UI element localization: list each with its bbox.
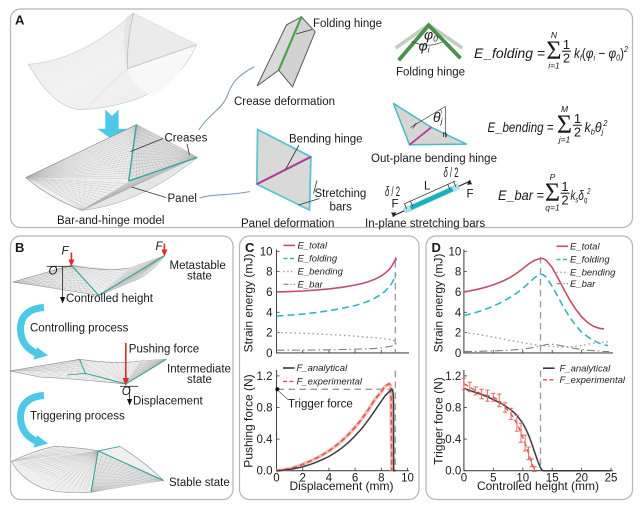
svg-text:Strain energy (mJ): Strain energy (mJ) <box>242 254 256 353</box>
svg-text:kf(φi − φ0)2: kf(φi − φ0)2 <box>574 44 628 63</box>
svg-text:8: 8 <box>266 267 272 279</box>
svg-text:E_total: E_total <box>570 242 600 253</box>
svg-text:F_analytical: F_analytical <box>297 363 349 374</box>
svg-text:0: 0 <box>273 472 279 484</box>
svg-text:0.4: 0.4 <box>445 434 462 446</box>
svg-text:Controlled height (mm): Controlled height (mm) <box>477 479 599 493</box>
svg-text:10: 10 <box>401 472 414 484</box>
svg-text:0.0: 0.0 <box>445 466 461 478</box>
svg-text:2: 2 <box>266 328 272 340</box>
svg-text:0: 0 <box>266 348 272 360</box>
svg-text:0.8: 0.8 <box>257 403 273 415</box>
svg-text:M: M <box>561 104 569 114</box>
svg-text:Pushing force (N): Pushing force (N) <box>242 374 256 467</box>
svg-text:F: F <box>156 241 164 253</box>
svg-text:Stretching: Stretching <box>315 188 367 200</box>
svg-text:6: 6 <box>455 287 461 299</box>
svg-text:D: D <box>432 240 441 255</box>
svg-text:Bending hinge: Bending hinge <box>289 134 363 146</box>
svg-text:Bar-and-hinge model: Bar-and-hinge model <box>57 215 164 227</box>
svg-text:Trigger force (N): Trigger force (N) <box>432 377 446 465</box>
svg-text:Triggering process: Triggering process <box>30 411 125 423</box>
svg-text:4: 4 <box>455 307 462 319</box>
svg-text:Folding hinge: Folding hinge <box>313 18 382 30</box>
svg-text:E_folding =: E_folding = <box>474 45 545 61</box>
svg-text:Displacement: Displacement <box>133 396 203 408</box>
svg-text:E_bar: E_bar <box>570 279 596 290</box>
svg-text:Displacement (mm): Displacement (mm) <box>289 479 393 493</box>
svg-text:10: 10 <box>449 246 462 258</box>
svg-text:F: F <box>392 199 399 211</box>
svg-text:8: 8 <box>455 267 461 279</box>
svg-text:j=1: j=1 <box>558 135 571 145</box>
svg-text:E_folding: E_folding <box>298 254 338 265</box>
svg-text:Strain energy (mJ): Strain energy (mJ) <box>432 254 446 353</box>
svg-text:E_bending: E_bending <box>570 268 616 279</box>
svg-text:2: 2 <box>561 193 568 208</box>
svg-text:F: F <box>62 246 70 258</box>
svg-text:Trigger force: Trigger force <box>288 399 353 411</box>
svg-text:2: 2 <box>574 125 581 140</box>
svg-text:4: 4 <box>266 307 273 319</box>
svg-text:Folding hinge: Folding hinge <box>396 67 465 79</box>
svg-text:1.2: 1.2 <box>257 371 273 383</box>
svg-text:Panel deformation: Panel deformation <box>241 218 334 230</box>
svg-text:Crease deformation: Crease deformation <box>234 96 335 108</box>
svg-text:0.4: 0.4 <box>257 434 274 446</box>
svg-text:2: 2 <box>563 51 570 66</box>
svg-text:state: state <box>187 271 212 283</box>
svg-text:E_bending =: E_bending = <box>488 119 554 135</box>
svg-text:B: B <box>15 240 24 255</box>
svg-text:F: F <box>467 189 474 201</box>
svg-text:E_bar: E_bar <box>298 280 324 291</box>
svg-text:In-plane stretching bars: In-plane stretching bars <box>365 218 485 230</box>
svg-text:0.0: 0.0 <box>257 466 273 478</box>
svg-text:δ / 2: δ / 2 <box>444 164 459 180</box>
svg-text:E_bar =: E_bar = <box>498 187 544 203</box>
svg-text:F_experimental: F_experimental <box>297 377 363 388</box>
svg-text:q=1: q=1 <box>545 203 560 213</box>
svg-text:δ / 2: δ / 2 <box>385 183 400 199</box>
svg-text:25: 25 <box>605 472 618 484</box>
svg-text:F_experimental: F_experimental <box>560 375 626 386</box>
svg-text:i=1: i=1 <box>548 61 560 71</box>
svg-text:L: L <box>424 181 431 193</box>
svg-text:E_folding: E_folding <box>570 255 610 266</box>
svg-text:Creases: Creases <box>165 133 208 145</box>
svg-text:E_bending: E_bending <box>298 267 344 278</box>
svg-text:Panel: Panel <box>168 193 197 205</box>
svg-text:bars: bars <box>330 202 353 214</box>
svg-text:O: O <box>49 266 58 278</box>
svg-text:P: P <box>550 172 556 182</box>
svg-text:O: O <box>122 386 131 398</box>
svg-text:F_analytical: F_analytical <box>560 363 612 374</box>
svg-text:0: 0 <box>461 472 467 484</box>
svg-text:Stable state: Stable state <box>169 477 230 489</box>
svg-text:E_total: E_total <box>298 241 328 252</box>
svg-text:2: 2 <box>455 328 461 340</box>
svg-text:Controlled height: Controlled height <box>66 293 154 305</box>
svg-text:state: state <box>187 374 212 386</box>
svg-text:Pushing force: Pushing force <box>129 344 199 356</box>
svg-text:Out-plane bending hinge: Out-plane bending hinge <box>371 153 497 165</box>
svg-text:N: N <box>551 30 558 40</box>
svg-text:10: 10 <box>260 246 273 258</box>
svg-text:n: n <box>443 129 448 139</box>
svg-text:A: A <box>15 13 25 28</box>
svg-text:0: 0 <box>455 348 461 360</box>
svg-text:6: 6 <box>266 287 272 299</box>
svg-text:1.2: 1.2 <box>445 371 461 383</box>
svg-text:Controlling process: Controlling process <box>30 323 129 335</box>
svg-text:C: C <box>245 240 255 255</box>
svg-text:0.8: 0.8 <box>445 403 461 415</box>
